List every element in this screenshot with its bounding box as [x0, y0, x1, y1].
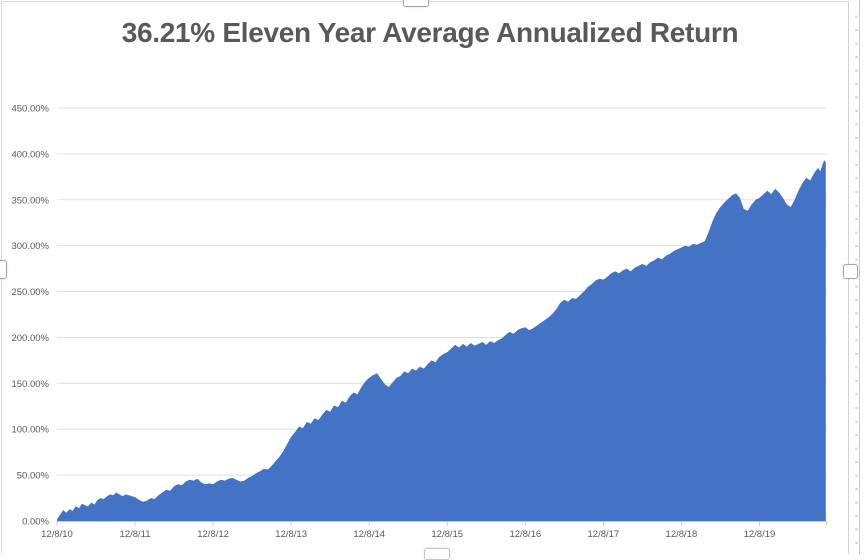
chart-title[interactable]: 36.21% Eleven Year Average Annualized Re… [121, 17, 739, 48]
y-axis-label[interactable]: 50.00% [17, 471, 50, 482]
y-axis-label[interactable]: 250.00% [11, 287, 49, 298]
y-axis-label[interactable]: 450.00% [11, 104, 49, 115]
x-axis-label[interactable]: 12/8/19 [744, 529, 776, 540]
y-axis-label[interactable]: 350.00% [11, 195, 49, 206]
right-middle-handle[interactable] [843, 264, 858, 279]
bottom-center-handle[interactable] [424, 548, 450, 560]
x-axis-label[interactable]: 12/8/10 [41, 529, 73, 540]
x-axis-label[interactable]: 12/8/16 [509, 529, 541, 540]
x-axis-label[interactable]: 12/8/13 [275, 529, 307, 540]
left-middle-handle[interactable] [0, 260, 7, 279]
return-area-series[interactable] [57, 160, 826, 522]
y-axis-label[interactable]: 0.00% [22, 517, 49, 528]
y-axis-label[interactable]: 150.00% [11, 379, 49, 390]
x-axis-label[interactable]: 12/8/14 [353, 529, 385, 540]
x-axis-label[interactable]: 12/8/17 [588, 529, 620, 540]
x-axis-label[interactable]: 12/8/11 [120, 529, 151, 540]
x-axis-label[interactable]: 12/8/18 [666, 529, 698, 540]
x-axis-label[interactable]: 12/8/12 [197, 529, 229, 540]
y-axis-label[interactable]: 300.00% [11, 241, 49, 252]
top-center-handle[interactable] [403, 0, 429, 7]
y-axis-label[interactable]: 200.00% [11, 333, 49, 344]
y-axis-label[interactable]: 100.00% [11, 425, 49, 436]
worksheet-row-gridline-marks [855, 4, 858, 554]
x-axis-label[interactable]: 12/8/15 [431, 529, 463, 540]
y-axis-label[interactable]: 400.00% [11, 149, 49, 160]
worksheet-column-edge [859, 0, 860, 554]
